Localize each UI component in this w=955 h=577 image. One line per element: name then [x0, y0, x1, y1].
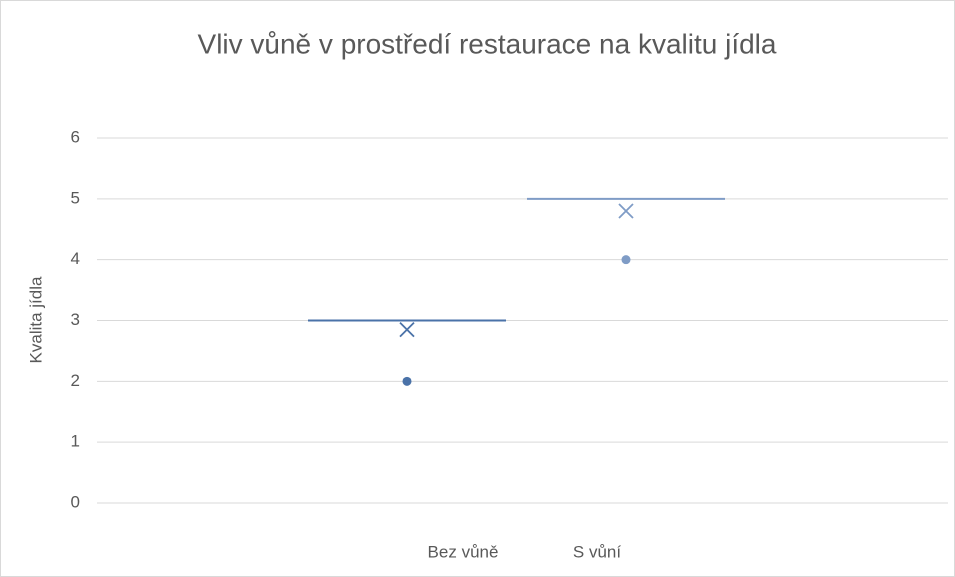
y-tick-label: 2	[71, 371, 80, 390]
y-tick-label: 4	[71, 249, 80, 268]
y-tick-label: 3	[71, 310, 80, 329]
legend-label: Bez vůně	[428, 542, 499, 561]
y-tick-label: 6	[71, 127, 80, 146]
y-axis-title: Kvalita jídla	[26, 276, 45, 363]
y-tick-label: 1	[71, 432, 80, 451]
outlier	[621, 255, 631, 265]
y-tick-label: 5	[71, 188, 80, 207]
y-tick-label: 0	[71, 492, 80, 511]
chart-title: Vliv vůně v prostředí restaurace na kval…	[198, 28, 777, 59]
mean-marker	[399, 321, 415, 338]
outlier	[402, 376, 412, 386]
mean-marker	[618, 203, 634, 219]
legend-label: S vůní	[573, 542, 621, 561]
